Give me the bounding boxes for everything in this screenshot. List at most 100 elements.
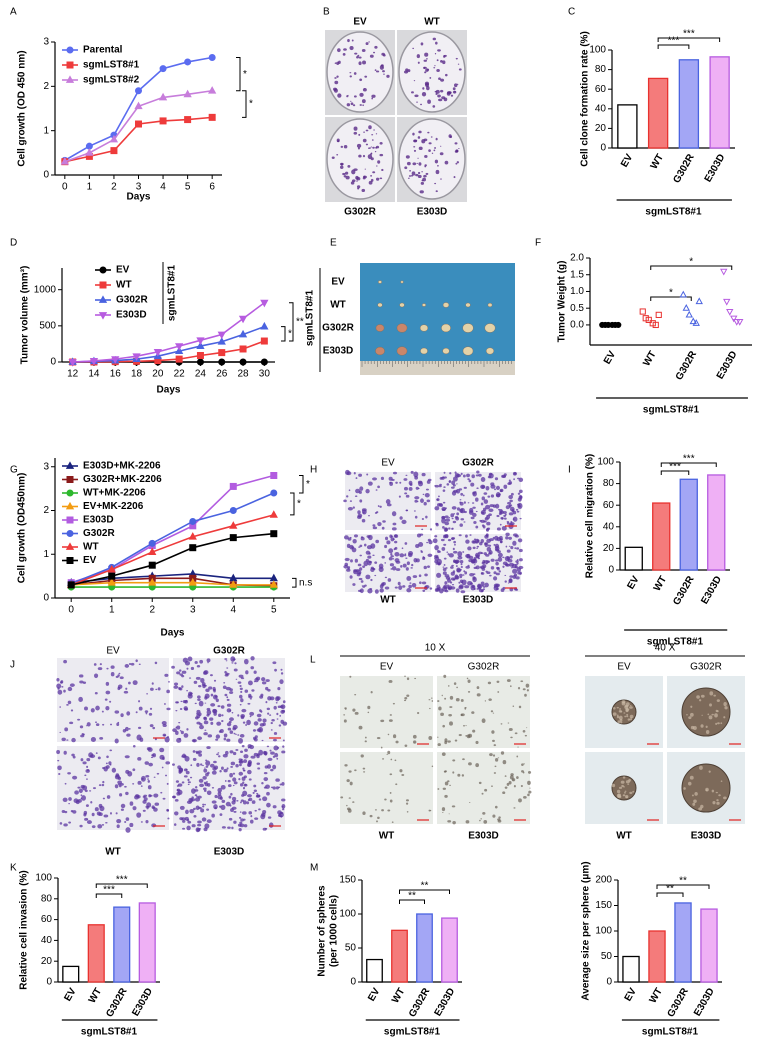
texture-dot [389,791,392,794]
image-label: EV [381,458,395,469]
texture-dot [455,697,460,702]
bar [113,906,131,983]
texture-dot [406,576,412,581]
texture-dot [411,563,414,567]
texture-dot [716,699,720,702]
bar [391,929,408,983]
texture-dot [388,556,393,561]
texture-dot [427,99,431,104]
texture-dot [224,780,227,782]
texture-dot [709,703,712,707]
marker [269,510,278,518]
texture-dot [413,139,418,142]
texture-dot [154,802,160,806]
texture-dot [166,782,169,785]
texture-dot [443,557,447,560]
texture-dot [477,583,482,588]
texture-dot [434,484,439,488]
texture-dot [465,539,470,544]
texture-dot [455,560,459,565]
texture-dot [415,173,419,177]
texture-dot [346,568,351,572]
texture-dot [487,681,492,685]
texture-dot [475,740,479,744]
texture-dot [369,54,374,58]
texture-dot [391,527,397,531]
texture-dot [349,500,352,502]
x-tick-label: 4 [160,182,166,193]
texture-dot [431,697,433,699]
texture-dot [282,700,286,704]
texture-dot [437,700,440,702]
texture-dot [434,53,437,55]
texture-dot [492,814,496,818]
texture-dot [148,794,152,798]
texture-dot [104,698,108,701]
bar [707,474,726,571]
series-line [71,532,274,586]
marker [218,349,226,357]
image-group-label: sgmLST8#1 [305,289,316,346]
texture-dot [255,794,261,798]
texture-dot [390,758,393,761]
texture-dot [62,797,68,802]
texture-dot [344,707,347,710]
texture-dot [153,776,156,778]
texture-dot [119,793,123,797]
texture-dot [164,703,166,705]
texture-dot [518,477,524,483]
texture-dot [220,766,224,770]
texture-dot [499,535,503,541]
group-label: sgmLST8#1 [643,405,700,416]
image-label: G302R [462,458,494,469]
texture-dot [687,781,692,786]
texture-dot [217,705,221,708]
texture-dot [361,48,366,52]
texture-dot [81,795,86,801]
texture-dot [353,126,358,131]
y-tick-label: 0 [46,977,52,988]
texture-dot [475,763,479,768]
texture-dot [505,532,510,537]
marker [159,117,167,125]
x-tick-label: 28 [237,369,249,380]
texture-dot [218,730,222,733]
texture-dot [618,715,623,721]
marker [196,351,204,359]
texture-dot [488,544,492,547]
texture-dot [240,818,245,822]
texture-dot [233,732,236,735]
texture-dot [239,816,242,819]
texture-dot [718,794,721,797]
texture-dot [512,518,515,520]
texture-dot [124,664,130,668]
texture-dot [456,161,460,164]
dish [398,118,466,200]
texture-dot [138,663,141,666]
texture-dot [518,548,523,553]
texture-dot [206,819,212,824]
texture-dot [420,181,425,185]
texture-dot [269,714,272,716]
texture-dot [336,153,339,156]
texture-dot [144,761,150,765]
texture-dot [66,704,69,706]
texture-dot [442,812,444,813]
texture-dot [490,566,495,570]
texture-dot [471,585,475,589]
texture-dot [241,708,247,713]
texture-dot [414,94,419,98]
texture-dot [187,820,192,824]
texture-dot [216,721,222,726]
texture-dot [363,131,365,133]
texture-dot [454,739,458,742]
texture-dot [352,583,356,586]
texture-dot [494,488,497,491]
y-tick-label: 3 [43,461,49,472]
texture-dot [331,156,335,159]
texture-dot [616,714,619,717]
tumor [484,323,496,333]
texture-dot [67,686,73,692]
texture-dot [267,688,271,692]
texture-dot [448,516,451,519]
